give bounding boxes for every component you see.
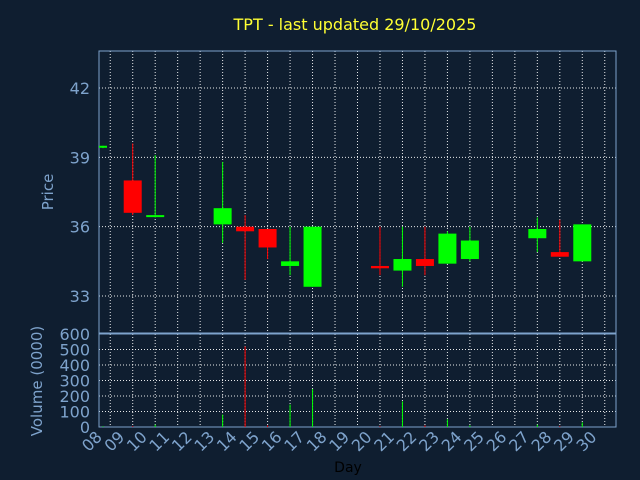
price-plot-frame xyxy=(98,50,617,334)
price-axis-label: Price xyxy=(39,174,57,211)
volume-tick-label: 100 xyxy=(59,403,90,422)
candle-body xyxy=(370,265,389,269)
day-tick-label: 30 xyxy=(573,427,601,455)
day-axis-label: Day xyxy=(334,460,362,476)
volume-plot-frame xyxy=(98,333,617,428)
volume-axis-label: Volume (0000) xyxy=(28,326,46,436)
candle-body xyxy=(236,226,255,232)
candle-body xyxy=(213,208,232,225)
volume-tick-label: 300 xyxy=(59,372,90,391)
candle-body xyxy=(550,252,569,257)
candle-body xyxy=(146,215,165,218)
candle-body xyxy=(123,180,142,213)
day-axis: 0809101112131415161718192021222324252627… xyxy=(78,427,600,455)
price-tick-label: 42 xyxy=(70,79,90,98)
candle-body xyxy=(415,259,434,266)
candle-body xyxy=(438,233,457,264)
chart-title: TPT - last updated 29/10/2025 xyxy=(233,15,477,34)
candle-body xyxy=(99,145,107,148)
candle-body xyxy=(281,261,300,266)
candle-body xyxy=(303,226,322,287)
candle-body xyxy=(258,228,277,248)
volume-tick-label: 500 xyxy=(59,341,90,360)
volume-tick-label: 0 xyxy=(80,418,90,437)
price-tick-label: 33 xyxy=(70,287,90,306)
price-panel: 33 36 39 42 Price xyxy=(39,50,617,334)
candle-body xyxy=(573,224,592,262)
volume-tick-label: 400 xyxy=(59,356,90,375)
candle-body xyxy=(460,240,479,260)
volume-tick-label: 200 xyxy=(59,387,90,406)
price-tick-label: 36 xyxy=(70,218,90,237)
volume-tick-label: 600 xyxy=(59,325,90,344)
price-tick-label: 39 xyxy=(70,148,90,167)
candle-body xyxy=(393,259,412,271)
candle-body xyxy=(528,228,547,239)
